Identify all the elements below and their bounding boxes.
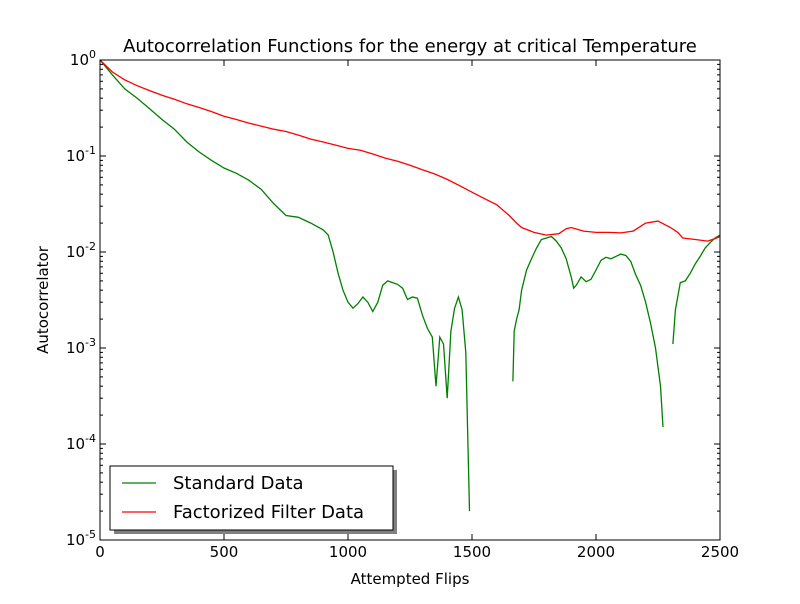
y-tick-label-exponent: -4 xyxy=(85,432,96,445)
x-tick-label: 500 xyxy=(210,543,239,561)
y-tick-label: 10-2 xyxy=(66,240,96,261)
legend: Standard Data Factorized Filter Data xyxy=(109,465,397,534)
y-tick-label-base: 10 xyxy=(66,435,85,453)
y-tick-label: 10-5 xyxy=(66,528,96,549)
x-tick-label: 1500 xyxy=(453,543,491,561)
legend-box xyxy=(109,465,394,531)
y-tick-label-base: 10 xyxy=(66,339,85,357)
y-tick-label-base: 10 xyxy=(66,531,85,549)
legend-label-standard: Standard Data xyxy=(173,473,304,494)
x-tick-label: 0 xyxy=(95,543,105,561)
y-tick-label-base: 10 xyxy=(66,243,85,261)
plot-frame xyxy=(99,59,721,541)
y-tick-label-base: 10 xyxy=(70,51,89,69)
series-line-standard-segment-1 xyxy=(512,235,664,428)
y-tick-label: 10-4 xyxy=(66,432,96,453)
x-tick-label: 2000 xyxy=(577,543,615,561)
y-tick-label-exponent: 0 xyxy=(89,48,96,61)
legend-label-factorized: Factorized Filter Data xyxy=(173,502,364,523)
y-tick-label-exponent: -3 xyxy=(85,336,96,349)
y-tick-label-exponent: -5 xyxy=(85,528,96,541)
y-tick-label: 10-1 xyxy=(66,144,96,165)
plot-area: 0 500 1000 1500 2000 250010010-110-210-310-41… xyxy=(66,48,739,561)
x-tick-label: 1000 xyxy=(329,543,367,561)
chart-title: Autocorrelation Functions for the energy… xyxy=(123,36,697,57)
series-line-factorized-segment-0 xyxy=(100,60,720,242)
y-tick-label-exponent: -1 xyxy=(85,144,96,157)
y-axis-label: Autocorrelator xyxy=(34,245,52,354)
series-line-standard-segment-2 xyxy=(672,234,720,345)
y-tick-label: 10-3 xyxy=(66,336,96,357)
x-axis-label: Attempted Flips xyxy=(351,570,470,588)
y-tick-label: 100 xyxy=(70,48,96,69)
y-tick-label-base: 10 xyxy=(66,147,85,165)
series-line-standard-segment-0 xyxy=(100,60,471,512)
y-tick-label-exponent: -2 xyxy=(85,240,96,253)
x-tick-label: 2500 xyxy=(701,543,739,561)
